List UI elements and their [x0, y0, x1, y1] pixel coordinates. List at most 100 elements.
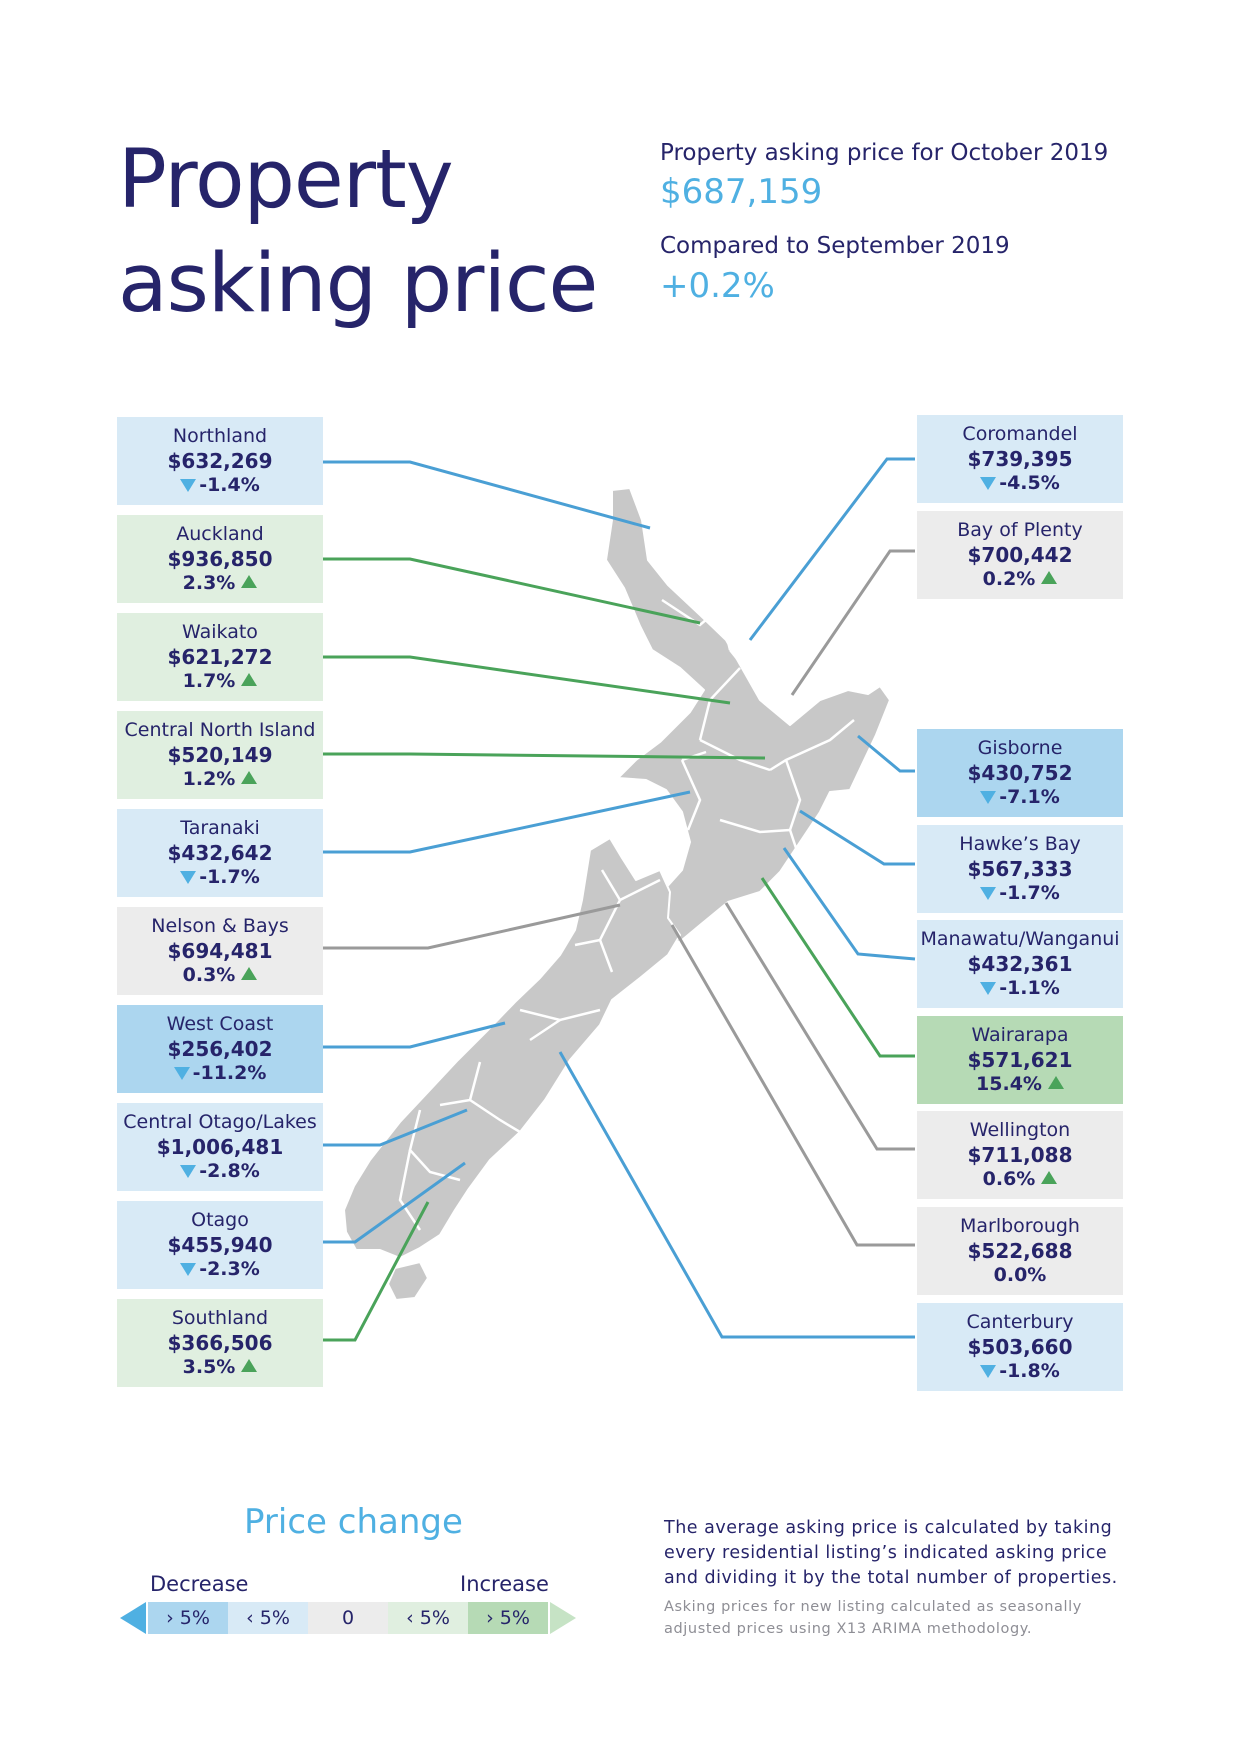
legend-segment-increase-small: ‹ 5%	[388, 1602, 468, 1634]
region-name: Auckland	[176, 523, 264, 545]
page-title: Property asking price	[118, 128, 598, 336]
region-box-canterbury: Canterbury $503,660 -1.8%	[917, 1303, 1123, 1391]
region-change: 15.4%	[976, 1073, 1042, 1095]
connector-southland	[322, 1201, 430, 1342]
legend-increase-label: Increase	[460, 1572, 549, 1596]
connector-northland	[322, 460, 651, 530]
region-change-row: 0.6%	[917, 1167, 1123, 1192]
legend-segment-zero: 0	[308, 1602, 388, 1634]
current-price-label: Property asking price for October 2019	[660, 140, 1109, 166]
region-change-row: 1.2%	[117, 767, 323, 792]
region-box-marlborough: Marlborough $522,688 0.0%	[917, 1207, 1123, 1295]
connector-gisborne	[857, 734, 915, 773]
increase-arrow-icon	[241, 1359, 258, 1372]
region-change: -1.8%	[999, 1360, 1060, 1382]
increase-arrow-icon	[1047, 1076, 1064, 1089]
region-change-row: -1.7%	[117, 865, 323, 890]
increase-arrow-icon	[241, 673, 258, 686]
region-box-nelson-bays: Nelson & Bays $694,481 0.3%	[117, 907, 323, 995]
region-change-row: -2.3%	[117, 1257, 323, 1282]
region-change: -11.2%	[192, 1062, 267, 1084]
region-name: Taranaki	[180, 817, 260, 839]
connector-bay-of-plenty	[790, 549, 915, 696]
region-change-row: 0.0%	[917, 1263, 1123, 1288]
connector-central-north-island	[322, 752, 766, 760]
region-change-row: -11.2%	[117, 1061, 323, 1086]
region-name: Manawatu/Wanganui	[920, 928, 1120, 950]
connector-central-otago	[322, 1108, 468, 1147]
decrease-arrow-icon	[980, 887, 997, 900]
increase-arrow-icon	[1041, 1171, 1058, 1184]
region-change: 0.3%	[182, 964, 236, 986]
region-name: Wellington	[969, 1119, 1071, 1141]
region-price: $432,642	[167, 840, 273, 865]
region-change: -1.7%	[199, 866, 260, 888]
decrease-arrow-icon	[980, 1365, 997, 1378]
region-box-hawkes-bay: Hawke’s Bay $567,333 -1.7%	[917, 825, 1123, 913]
region-box-wairarapa: Wairarapa $571,621 15.4%	[917, 1016, 1123, 1104]
region-box-gisborne: Gisborne $430,752 -7.1%	[917, 729, 1123, 817]
connector-otago	[322, 1161, 466, 1244]
region-box-otago: Otago $455,940 -2.3%	[117, 1201, 323, 1289]
region-price: $571,621	[967, 1047, 1073, 1072]
region-price: $430,752	[967, 760, 1073, 785]
region-box-bay-of-plenty: Bay of Plenty $700,442 0.2%	[917, 511, 1123, 599]
compare-label: Compared to September 2019	[660, 233, 1010, 259]
decrease-arrow-icon	[173, 1067, 190, 1080]
region-box-taranaki: Taranaki $432,642 -1.7%	[117, 809, 323, 897]
region-change-row: 0.2%	[917, 567, 1123, 592]
region-change-row: 3.5%	[117, 1355, 323, 1380]
region-price: $455,940	[167, 1232, 273, 1257]
region-price: $366,506	[167, 1330, 273, 1355]
region-box-waikato: Waikato $621,272 1.7%	[117, 613, 323, 701]
region-price: $936,850	[167, 546, 273, 571]
region-price: $520,149	[167, 742, 273, 767]
region-price: $432,361	[967, 951, 1073, 976]
region-name: Marlborough	[960, 1215, 1080, 1237]
legend-segment-decrease-small: ‹ 5%	[228, 1602, 308, 1634]
connector-hawkes-bay	[799, 809, 915, 866]
stewart-island-shape	[386, 1260, 430, 1302]
region-box-coromandel: Coromandel $739,395 -4.5%	[917, 415, 1123, 503]
region-box-auckland: Auckland $936,850 2.3%	[117, 515, 323, 603]
region-price: $632,269	[167, 448, 273, 473]
region-box-manawatu-wanganui: Manawatu/Wanganui $432,361 -1.1%	[917, 920, 1123, 1008]
region-box-central-north-island: Central North Island $520,149 1.2%	[117, 711, 323, 799]
decrease-arrow-icon	[180, 479, 197, 492]
region-change: -1.4%	[199, 474, 260, 496]
region-change: -7.1%	[999, 786, 1060, 808]
region-price: $739,395	[967, 446, 1073, 471]
region-price: $503,660	[967, 1334, 1073, 1359]
region-name: Coromandel	[962, 423, 1078, 445]
region-name: Gisborne	[977, 737, 1063, 759]
connector-marlborough	[670, 924, 915, 1247]
connector-canterbury	[558, 1051, 915, 1339]
region-box-west-coast: West Coast $256,402 -11.2%	[117, 1005, 323, 1093]
region-name: Otago	[191, 1209, 249, 1231]
increase-arrow-icon	[241, 771, 258, 784]
legend-title: Price change	[244, 1502, 463, 1542]
region-change-row: -1.4%	[117, 473, 323, 498]
increase-arrow-icon	[241, 575, 258, 588]
region-price: $522,688	[967, 1238, 1073, 1263]
decrease-arrow-icon	[980, 982, 997, 995]
title-line-2: asking price	[118, 237, 598, 331]
connector-waikato	[322, 655, 731, 705]
region-change-row: -1.8%	[917, 1359, 1123, 1384]
region-price: $621,272	[167, 644, 273, 669]
title-line-1: Property	[118, 133, 454, 227]
methodology-note: The average asking price is calculated b…	[664, 1518, 1118, 1588]
region-price: $256,402	[167, 1036, 273, 1061]
region-change-row: 15.4%	[917, 1072, 1123, 1097]
legend-segment-increase-large: › 5%	[468, 1602, 548, 1634]
region-name: Southland	[171, 1307, 269, 1329]
region-change-row: -2.8%	[117, 1159, 323, 1184]
region-change: 3.5%	[182, 1356, 236, 1378]
connectors-right	[558, 457, 916, 1339]
region-change-row: -4.5%	[917, 471, 1123, 496]
compare-value: +0.2%	[660, 266, 775, 306]
region-box-southland: Southland $366,506 3.5%	[117, 1299, 323, 1387]
region-price: $700,442	[967, 542, 1073, 567]
region-name: Waikato	[182, 621, 258, 643]
legend-right-arrow-icon	[550, 1602, 576, 1634]
